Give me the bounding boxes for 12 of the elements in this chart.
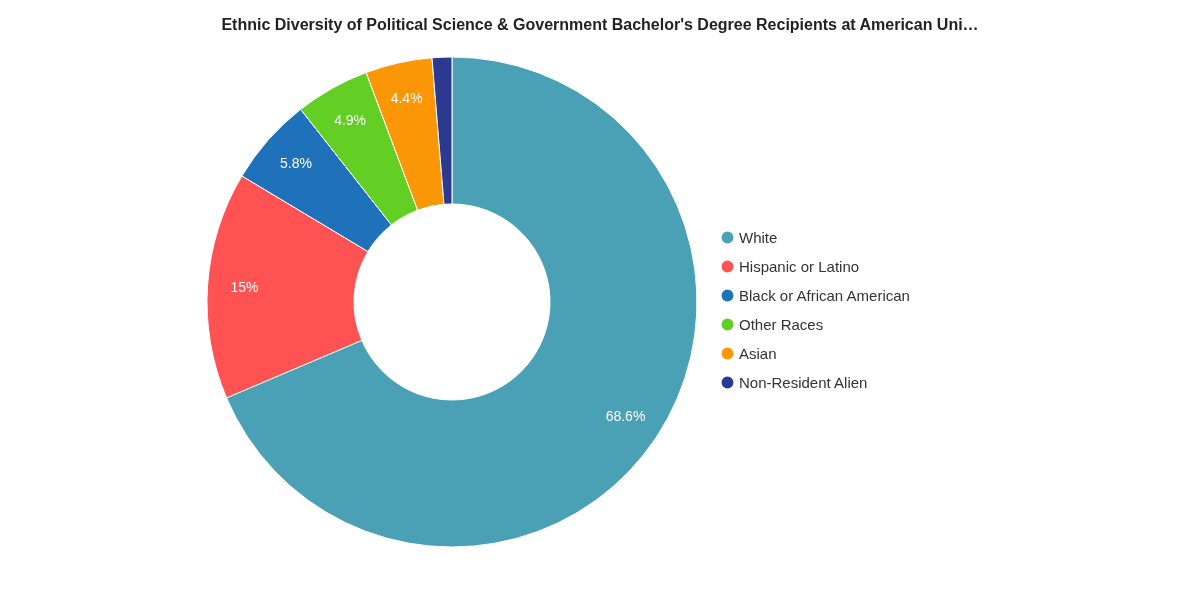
data-label: 15% xyxy=(230,278,259,295)
legend-label: Hispanic or Latino xyxy=(739,257,860,275)
legend-label: White xyxy=(739,228,778,246)
legend-label: Black or African American xyxy=(739,286,910,304)
data-label: 68.6% xyxy=(605,407,646,424)
legend-label: Other Races xyxy=(739,315,824,333)
legend-label: Asian xyxy=(739,344,777,362)
data-label: 4.4% xyxy=(390,90,423,107)
data-label: 4.9% xyxy=(334,111,367,128)
chart-title: Ethnic Diversity of Political Science & Government Bachelor's Degree Recipients at American Uni… xyxy=(221,16,979,33)
legend-label: Non-Resident Alien xyxy=(739,373,868,391)
data-label: 5.8% xyxy=(280,155,312,172)
